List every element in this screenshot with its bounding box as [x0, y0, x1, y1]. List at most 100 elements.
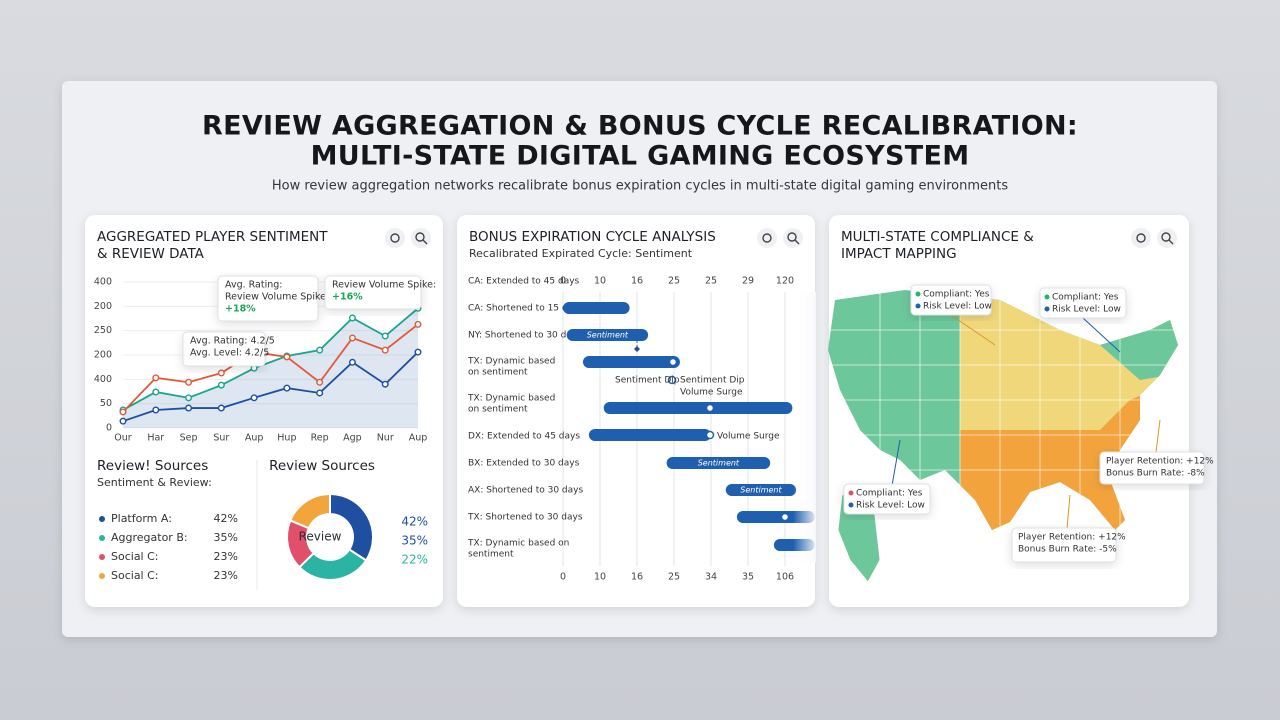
fade — [740, 292, 816, 562]
range-bar — [588, 429, 711, 441]
settings-button[interactable] — [757, 228, 777, 248]
annotation: 22% — [401, 553, 428, 567]
x-tick-label: 25 — [668, 572, 680, 583]
settings-button[interactable] — [385, 228, 405, 248]
x-tick-label: 120 — [776, 276, 794, 287]
status-dot — [848, 502, 854, 508]
point — [152, 388, 160, 396]
legend-label: Aggregator B: — [111, 531, 188, 544]
value-label: 42% — [214, 512, 238, 525]
callout-box — [1011, 527, 1117, 563]
marker — [705, 430, 715, 440]
row-label: CA: Shortened to 15 days — [468, 304, 583, 314]
x-tick-label: 0 — [560, 572, 566, 583]
annotation: Review Volume Spike: — [225, 292, 329, 303]
panel-title: IMPACT MAPPING — [841, 246, 957, 262]
callout-box — [217, 275, 319, 322]
row-label: TX: Dynamic based — [467, 357, 555, 367]
annotation: Sentiment Dip — [680, 376, 745, 386]
row-label: TX: Dynamic based on — [467, 539, 569, 549]
gear-icon — [762, 233, 772, 243]
annotation: Avg. Level: 4.2/5 — [190, 348, 269, 359]
annotation: Avg. Rating: 4.2/5 — [190, 336, 275, 347]
row-label: on sentiment — [468, 405, 528, 415]
annotation: +16% — [332, 292, 363, 303]
x-tick-label: Hup — [277, 433, 296, 444]
point — [316, 378, 324, 386]
callout-text: Risk Level: Low — [1052, 305, 1121, 315]
x-tick-label: Aup — [409, 433, 428, 444]
range-bar — [563, 302, 630, 314]
x-tick-label: 10 — [594, 276, 606, 287]
point — [348, 334, 356, 342]
point — [119, 408, 127, 416]
search-icon — [1168, 239, 1174, 245]
search-icon — [794, 239, 800, 245]
point — [283, 384, 291, 392]
panel-title: AGGREGATED PLAYER SENTIMENT — [97, 229, 328, 245]
callout-text: Compliant: Yes — [923, 290, 990, 300]
annotation: Volume Surge — [717, 432, 780, 442]
x-tick-label: 10 — [594, 572, 606, 583]
callout-box — [1039, 287, 1127, 319]
y-tick-label: 200 — [94, 301, 112, 312]
search-button[interactable] — [411, 228, 431, 248]
legend-dot — [99, 516, 105, 522]
annotation: +18% — [225, 304, 256, 315]
point — [414, 320, 422, 328]
x-tick-label: Har — [147, 433, 164, 444]
status-dot — [848, 490, 854, 496]
x-tick-label: Nur — [377, 433, 394, 444]
title: MULTI-STATE DIGITAL GAMING ECOSYSTEM — [311, 141, 970, 172]
legend-label: Platform A: — [111, 512, 172, 525]
legend-title: Review! Sources — [97, 458, 208, 474]
center-label: Review — [299, 530, 342, 544]
value-label: 23% — [214, 550, 238, 563]
range-bar — [582, 356, 680, 368]
row-label: DX: Extended to 45 days — [468, 432, 580, 442]
point — [217, 404, 225, 412]
search-icon — [415, 232, 425, 242]
point — [316, 389, 324, 397]
x-tick-label: 35 — [742, 572, 754, 583]
line — [122, 323, 419, 413]
x-tick-label: 34 — [705, 572, 717, 583]
annotation: Volume Surge — [680, 388, 743, 398]
row-label: AX: Shortened to 30 days — [468, 486, 583, 496]
row-label: TX: Dynamic based — [467, 394, 555, 404]
x-tick-label: 16 — [631, 572, 643, 583]
x-tick-label: Agp — [343, 433, 362, 444]
annotation: Sentiment Dip — [615, 376, 680, 386]
annotation: Review Volume Spike: — [332, 280, 436, 291]
y-tick-label: 200 — [94, 350, 112, 361]
point — [185, 394, 193, 402]
y-tick-label: 0 — [106, 423, 112, 434]
leader-line — [950, 314, 996, 346]
value-label: 23% — [214, 569, 238, 582]
panel-title: & REVIEW DATA — [97, 246, 205, 262]
callout-text: Player Retention: +12% — [1018, 533, 1126, 543]
x-tick-label: 25 — [668, 276, 680, 287]
search-button[interactable] — [783, 228, 803, 248]
chart-title: Review Sources — [269, 458, 375, 474]
callout-box — [182, 331, 266, 367]
state-borders — [828, 290, 1178, 530]
point — [414, 348, 422, 356]
bar-label: Sentiment — [698, 459, 740, 468]
annotation: Avg. Rating: — [225, 280, 282, 291]
area — [123, 308, 418, 428]
point — [348, 358, 356, 366]
icons — [385, 228, 1177, 248]
title: REVIEW AGGREGATION & BONUS CYCLE RECALIB… — [202, 111, 1078, 142]
point — [185, 378, 193, 386]
point — [250, 394, 258, 402]
callout-text: Compliant: Yes — [1052, 293, 1119, 303]
donut-slice — [289, 492, 331, 530]
legend-label: Social C: — [111, 569, 159, 582]
point — [381, 332, 389, 340]
x-tick-label: Aup — [245, 433, 264, 444]
x-tick-label: 106 — [776, 572, 794, 583]
search-button[interactable] — [1157, 228, 1177, 248]
line — [122, 351, 419, 423]
settings-button[interactable] — [1131, 228, 1151, 248]
